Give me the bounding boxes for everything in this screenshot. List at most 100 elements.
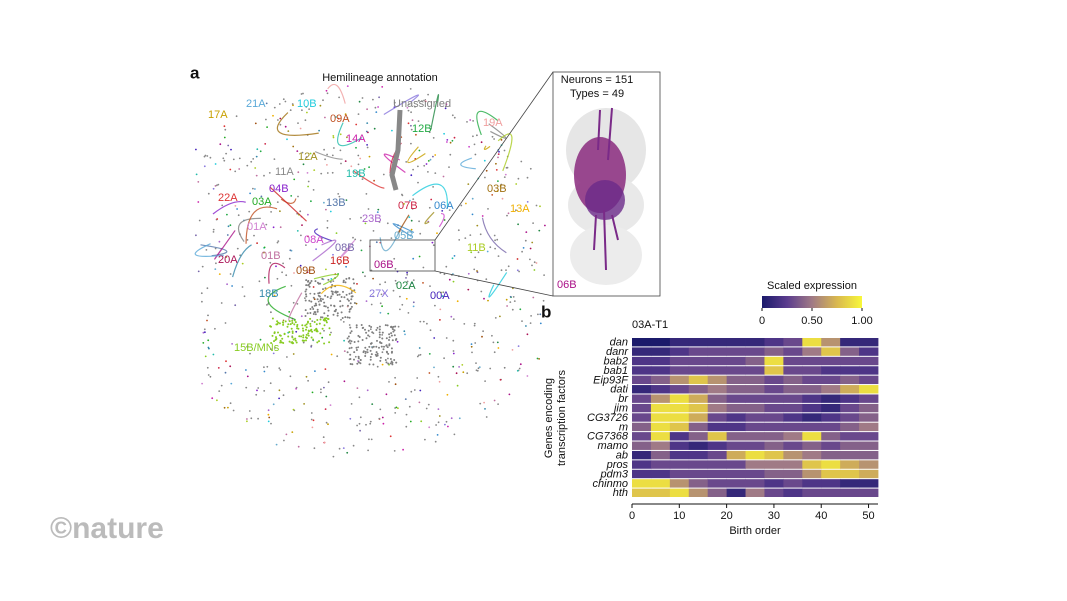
umap-dot <box>369 358 372 361</box>
umap-dot <box>347 299 350 302</box>
heatmap-cell <box>707 422 728 432</box>
umap-dot <box>424 438 426 441</box>
umap-dot <box>480 290 483 293</box>
umap-strand <box>314 151 343 160</box>
umap-dot <box>347 340 350 343</box>
heatmap-cell <box>726 338 746 347</box>
heatmap-cell <box>821 422 841 432</box>
gene-label: Eip93F <box>593 374 629 386</box>
umap-dot <box>526 176 529 179</box>
umap-dot <box>302 339 305 342</box>
umap-dot <box>299 127 302 130</box>
heatmap-cell <box>632 479 652 488</box>
umap-dot <box>408 405 411 408</box>
umap-dot <box>231 343 234 345</box>
umap-dot <box>423 164 426 167</box>
heatmap-cell <box>802 413 822 422</box>
umap-dot <box>323 324 326 327</box>
umap-dot <box>220 384 223 387</box>
umap-dot <box>318 303 321 306</box>
umap-dot <box>428 131 431 134</box>
umap-dot <box>212 228 215 231</box>
umap-dot <box>352 236 354 239</box>
umap-dot <box>316 319 319 321</box>
y-axis-label: Genes encoding <box>543 378 555 458</box>
umap-dot <box>518 270 520 273</box>
umap-dot <box>229 365 232 368</box>
heatmap-cell <box>726 394 746 403</box>
umap-dot <box>383 292 385 295</box>
heatmap-cell <box>669 488 690 497</box>
umap-dot <box>387 362 390 365</box>
umap-strand <box>497 133 513 172</box>
heatmap-cell <box>821 366 841 375</box>
umap-dot <box>278 397 280 400</box>
umap-dot <box>309 325 312 328</box>
umap-dot <box>418 347 421 349</box>
umap-dot <box>309 152 312 155</box>
hemilineage-label: 09A <box>330 113 350 125</box>
umap-dot <box>353 302 356 304</box>
umap-dot <box>370 353 373 356</box>
watermark: ©nature <box>50 512 164 545</box>
heatmap-cell <box>632 338 652 347</box>
umap-dot <box>354 238 357 241</box>
umap-dot <box>342 281 345 284</box>
gene-label: chinmo <box>593 478 628 490</box>
umap-dot <box>308 282 311 285</box>
heatmap-cell <box>783 394 803 403</box>
umap-dot <box>195 148 197 151</box>
umap-dot <box>378 333 381 336</box>
gene-label: pros <box>606 459 629 471</box>
umap-dot <box>259 338 262 341</box>
heatmap-cell <box>669 385 690 394</box>
umap-dot <box>276 241 279 244</box>
umap-dot <box>323 301 326 304</box>
umap-dot <box>521 320 523 322</box>
umap-dot <box>406 273 409 276</box>
umap-dot <box>246 375 249 378</box>
umap-dot <box>538 358 540 360</box>
hemilineage-label: 07B <box>398 200 418 212</box>
umap-dot <box>277 119 279 121</box>
umap-dot <box>259 150 262 153</box>
heatmap-cell <box>783 403 803 413</box>
umap-dot <box>356 387 359 389</box>
umap-dot <box>349 358 352 360</box>
umap-dot <box>484 176 486 179</box>
umap-dot <box>246 164 249 167</box>
umap-dot <box>526 333 529 336</box>
umap-dot <box>478 366 481 368</box>
umap-dot <box>493 138 495 140</box>
heatmap-cell <box>726 366 746 375</box>
umap-dot <box>319 282 322 285</box>
heatmap-cell <box>745 356 765 366</box>
umap-dot <box>302 329 305 332</box>
heatmap-cell <box>669 375 690 385</box>
umap-dot <box>379 311 382 314</box>
heatmap-cell <box>821 338 841 347</box>
umap-dot <box>453 136 456 139</box>
neuron-render <box>566 107 646 285</box>
umap-dot <box>246 345 249 348</box>
umap-dot <box>361 178 364 181</box>
umap-dot <box>363 168 366 170</box>
umap-dot <box>417 165 419 168</box>
umap-dot <box>238 168 241 170</box>
umap-dot <box>467 272 470 275</box>
umap-dot <box>335 232 338 235</box>
umap-dot <box>359 157 362 160</box>
umap-dot <box>372 277 374 280</box>
umap-dot <box>234 304 237 307</box>
umap-dot <box>386 346 389 349</box>
umap-dot <box>416 377 419 379</box>
heatmap-cell <box>764 422 784 432</box>
umap-dot <box>312 286 315 288</box>
umap-dot <box>381 86 384 88</box>
umap-dot <box>405 277 407 279</box>
umap-dot <box>314 370 316 372</box>
umap-dot <box>278 389 281 392</box>
umap-dot <box>420 420 423 423</box>
heatmap-cell <box>840 347 860 356</box>
umap-dot <box>346 136 348 139</box>
